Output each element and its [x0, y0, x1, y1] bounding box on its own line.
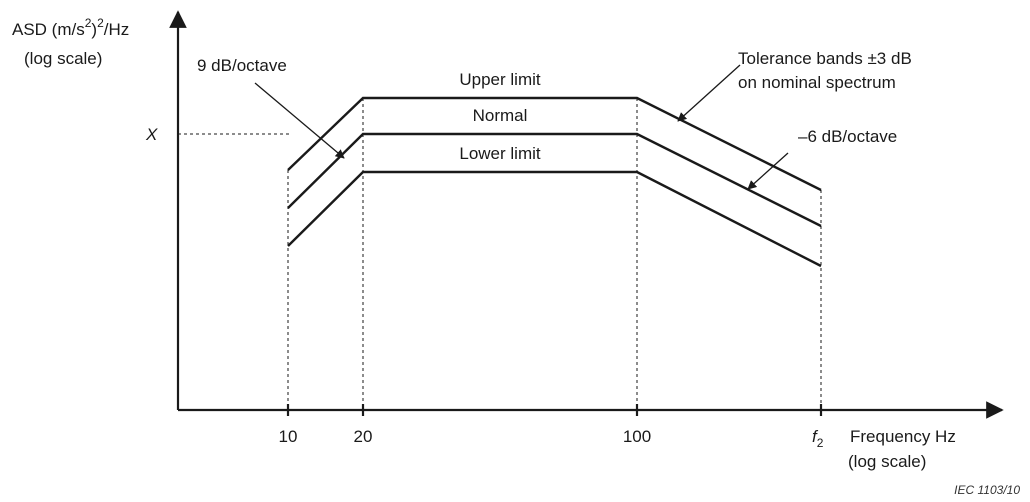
upper-limit-curve: [287, 96, 822, 192]
fall-slope-label: –6 dB/octave: [798, 127, 897, 146]
tick-label-100: 100: [623, 427, 651, 446]
tolerance-label-line2: on nominal spectrum: [738, 73, 896, 92]
y-axis-label: ASD (m/s2)2/Hz: [12, 16, 129, 39]
tick-label-10: 10: [279, 427, 298, 446]
y-axis-scale-note: (log scale): [24, 49, 102, 68]
upper-limit-label: Upper limit: [459, 70, 541, 89]
level-marker-x: X: [145, 125, 158, 144]
x-axis-scale-note: (log scale): [848, 452, 926, 471]
fall-slope-leader: [747, 152, 789, 190]
tolerance-label-line1: Tolerance bands ±3 dB: [738, 49, 912, 68]
rise-slope-leader: [254, 82, 345, 159]
normal-label: Normal: [473, 106, 528, 125]
tick-label-f2: f2: [812, 427, 824, 450]
normal-curve: [287, 132, 822, 228]
rise-slope-label: 9 dB/octave: [197, 56, 287, 75]
lower-limit-label: Lower limit: [459, 144, 541, 163]
tolerance-leader: [677, 64, 741, 122]
x-axis-label: Frequency Hz: [850, 427, 956, 446]
figure-credit: IEC 1103/10: [954, 483, 1020, 497]
lower-limit-curve: [287, 170, 822, 268]
tick-label-20: 20: [354, 427, 373, 446]
